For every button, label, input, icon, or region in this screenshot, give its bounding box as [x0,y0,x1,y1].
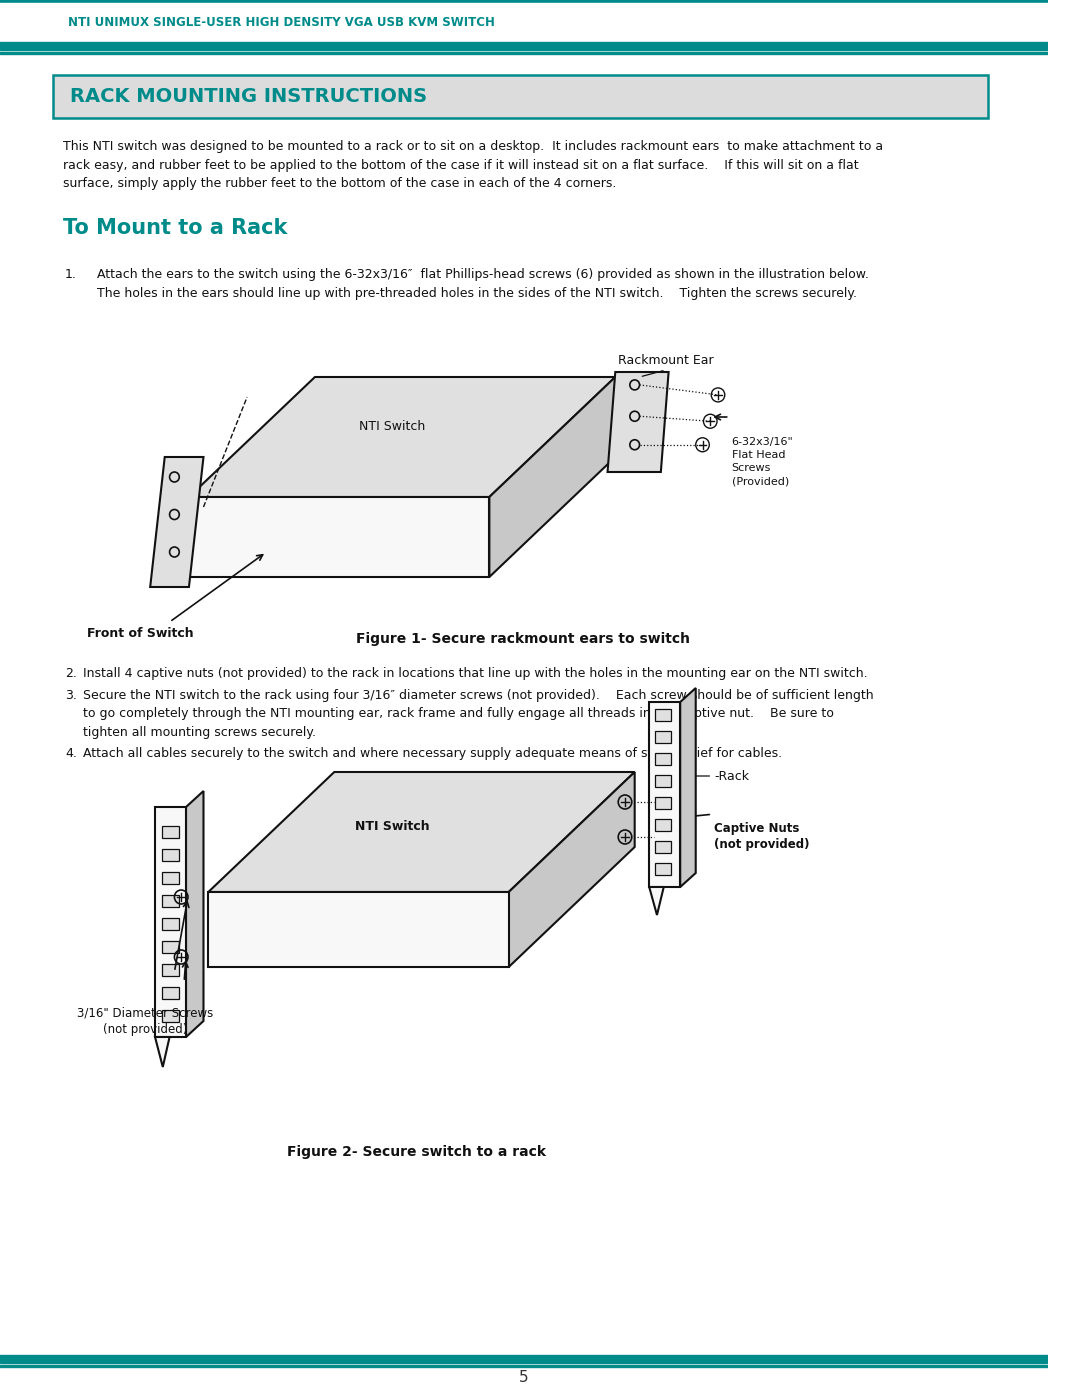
Polygon shape [208,893,509,967]
Text: NTI UNIMUX SINGLE-USER HIGH DENSITY VGA USB KVM SWITCH: NTI UNIMUX SINGLE-USER HIGH DENSITY VGA … [68,15,495,28]
Text: Captive Nuts
(not provided): Captive Nuts (not provided) [714,823,810,851]
Text: Secure the NTI switch to the rack using four 3/16″ diameter screws (not provided: Secure the NTI switch to the rack using … [83,689,874,739]
Polygon shape [489,377,616,577]
Bar [162,1010,179,1023]
Bar [656,863,671,875]
Bar [162,942,179,953]
Polygon shape [509,773,635,967]
Text: 1.: 1. [65,268,77,281]
Text: To Mount to a Rack: To Mount to a Rack [63,218,287,237]
Bar [656,753,671,766]
Polygon shape [150,457,203,587]
Text: 2.: 2. [65,666,77,680]
Polygon shape [649,887,664,915]
Bar [162,918,179,930]
Polygon shape [156,1037,170,1067]
Bar [656,798,671,809]
Polygon shape [186,791,203,1037]
Text: 5: 5 [518,1369,528,1384]
Polygon shape [189,497,489,577]
Text: Attach all cables securely to the switch and where necessary supply adequate mea: Attach all cables securely to the switch… [83,747,782,760]
Text: Front of Switch: Front of Switch [87,627,193,640]
Text: NTI Switch: NTI Switch [355,820,430,834]
Polygon shape [189,377,616,497]
Text: Figure 2- Secure switch to a rack: Figure 2- Secure switch to a rack [287,1146,546,1160]
Polygon shape [608,372,669,472]
Bar [162,872,179,884]
Text: RACK MOUNTING INSTRUCTIONS: RACK MOUNTING INSTRUCTIONS [70,87,427,106]
Polygon shape [208,773,635,893]
Text: 6-32x3/16"
Flat Head
Screws
(Provided): 6-32x3/16" Flat Head Screws (Provided) [731,437,794,486]
Bar [162,826,179,838]
Text: 3/16" Diameter Screws
(not provided): 3/16" Diameter Screws (not provided) [78,1007,214,1037]
Text: Attach the ears to the switch using the 6-32x3/16″  flat Phillips-head screws (6: Attach the ears to the switch using the … [97,268,868,299]
Text: This NTI switch was designed to be mounted to a rack or to sit on a desktop.  It: This NTI switch was designed to be mount… [63,140,883,190]
Text: 4.: 4. [65,747,77,760]
Text: Figure 1- Secure rackmount ears to switch: Figure 1- Secure rackmount ears to switc… [356,631,690,645]
Bar [162,895,179,907]
Polygon shape [680,687,696,887]
Bar [656,775,671,787]
Bar [656,841,671,854]
Text: 3.: 3. [65,689,77,703]
Bar [656,710,671,721]
Bar [162,849,179,861]
Polygon shape [649,703,680,887]
Text: NTI Switch: NTI Switch [360,420,426,433]
Text: Rackmount Ear: Rackmount Ear [618,353,714,367]
Bar [162,988,179,999]
Bar [162,964,179,977]
Text: Install 4 captive nuts (not provided) to the rack in locations that line up with: Install 4 captive nuts (not provided) to… [83,666,868,680]
Bar [656,819,671,831]
FancyBboxPatch shape [53,75,988,117]
Polygon shape [156,807,186,1037]
Bar [656,731,671,743]
Text: -Rack: -Rack [714,770,750,782]
